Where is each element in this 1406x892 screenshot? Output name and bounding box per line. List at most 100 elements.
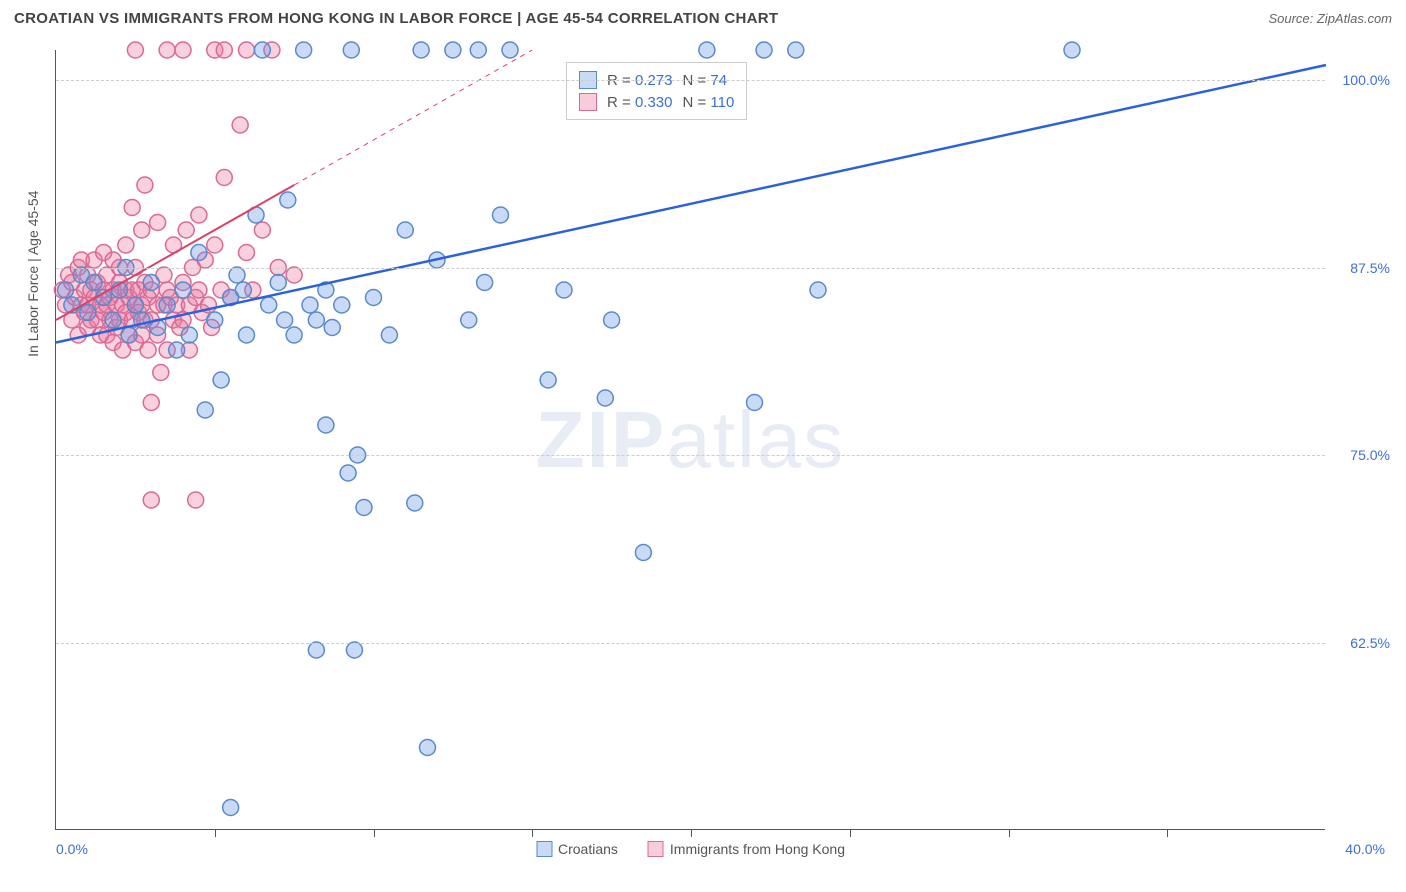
data-point: [461, 312, 477, 328]
data-point: [747, 395, 763, 411]
data-point: [197, 402, 213, 418]
data-point: [334, 297, 350, 313]
data-point: [235, 282, 251, 298]
x-min-label: 0.0%: [56, 841, 88, 857]
data-point: [556, 282, 572, 298]
data-point: [127, 297, 143, 313]
data-point: [216, 170, 232, 186]
data-point: [80, 305, 96, 321]
data-point: [232, 117, 248, 133]
data-point: [261, 297, 277, 313]
y-tick-label: 75.0%: [1350, 447, 1390, 463]
data-point: [143, 275, 159, 291]
data-point: [159, 297, 175, 313]
data-point: [477, 275, 493, 291]
data-point: [178, 222, 194, 238]
header-row: CROATIAN VS IMMIGRANTS FROM HONG KONG IN…: [10, 10, 1396, 35]
plot-area: ZIPatlas R = 0.273 N = 74 R = 0.330: [55, 50, 1325, 830]
data-point: [540, 372, 556, 388]
data-point: [175, 282, 191, 298]
data-point: [169, 342, 185, 358]
data-point: [356, 500, 372, 516]
data-point: [308, 312, 324, 328]
x-tick: [850, 829, 851, 837]
data-point: [175, 42, 191, 58]
data-point: [756, 42, 772, 58]
data-point: [502, 42, 518, 58]
data-point: [280, 192, 296, 208]
data-point: [1064, 42, 1080, 58]
legend-label-hongkong: Immigrants from Hong Kong: [670, 841, 845, 857]
plot-svg: [56, 50, 1325, 829]
y-tick-label: 100.0%: [1343, 72, 1390, 88]
y-tick-label: 62.5%: [1350, 635, 1390, 651]
data-point: [470, 42, 486, 58]
data-point: [137, 177, 153, 193]
data-point: [318, 417, 334, 433]
trend-line-extrapolated: [294, 50, 532, 185]
data-point: [216, 42, 232, 58]
data-point: [159, 42, 175, 58]
stats-legend: R = 0.273 N = 74 R = 0.330 N = 110: [566, 62, 747, 120]
x-max-label: 40.0%: [1345, 841, 1385, 857]
data-point: [788, 42, 804, 58]
data-point: [635, 545, 651, 561]
data-point: [86, 275, 102, 291]
data-point: [188, 492, 204, 508]
data-point: [419, 740, 435, 756]
data-point: [150, 215, 166, 231]
data-point: [302, 297, 318, 313]
data-point: [143, 492, 159, 508]
data-point: [397, 222, 413, 238]
y-tick-label: 87.5%: [1350, 260, 1390, 276]
x-tick: [532, 829, 533, 837]
data-point: [58, 282, 74, 298]
data-point: [604, 312, 620, 328]
data-point: [286, 327, 302, 343]
data-point: [239, 42, 255, 58]
data-point: [239, 245, 255, 261]
legend-item-croatians: Croatians: [536, 841, 618, 857]
data-point: [493, 207, 509, 223]
chart-title: CROATIAN VS IMMIGRANTS FROM HONG KONG IN…: [14, 10, 778, 27]
legend-item-hongkong: Immigrants from Hong Kong: [648, 841, 845, 857]
data-point: [229, 267, 245, 283]
data-point: [140, 342, 156, 358]
data-point: [239, 327, 255, 343]
data-point: [153, 365, 169, 381]
data-point: [213, 372, 229, 388]
gridline: [56, 80, 1325, 81]
data-point: [254, 42, 270, 58]
stats-row-hongkong: R = 0.330 N = 110: [579, 91, 734, 113]
data-point: [124, 200, 140, 216]
data-point: [127, 42, 143, 58]
data-point: [191, 245, 207, 261]
gridline: [56, 643, 1325, 644]
swatch-hongkong: [579, 93, 597, 111]
data-point: [346, 642, 362, 658]
series-legend: Croatians Immigrants from Hong Kong: [536, 841, 845, 857]
data-point: [286, 267, 302, 283]
data-point: [121, 327, 137, 343]
data-point: [407, 495, 423, 511]
gridline: [56, 455, 1325, 456]
data-point: [699, 42, 715, 58]
data-point: [118, 237, 134, 253]
x-tick: [374, 829, 375, 837]
data-point: [191, 207, 207, 223]
y-axis-title: In Labor Force | Age 45-54: [25, 191, 41, 357]
data-point: [366, 290, 382, 306]
data-point: [134, 222, 150, 238]
legend-swatch-hongkong: [648, 841, 664, 857]
data-point: [105, 312, 121, 328]
data-point: [181, 327, 197, 343]
data-point: [270, 275, 286, 291]
legend-label-croatians: Croatians: [558, 841, 618, 857]
data-point: [445, 42, 461, 58]
data-point: [810, 282, 826, 298]
data-point: [296, 42, 312, 58]
data-point: [381, 327, 397, 343]
data-point: [277, 312, 293, 328]
data-point: [254, 222, 270, 238]
n-stat-hongkong: N = 110: [682, 94, 734, 111]
